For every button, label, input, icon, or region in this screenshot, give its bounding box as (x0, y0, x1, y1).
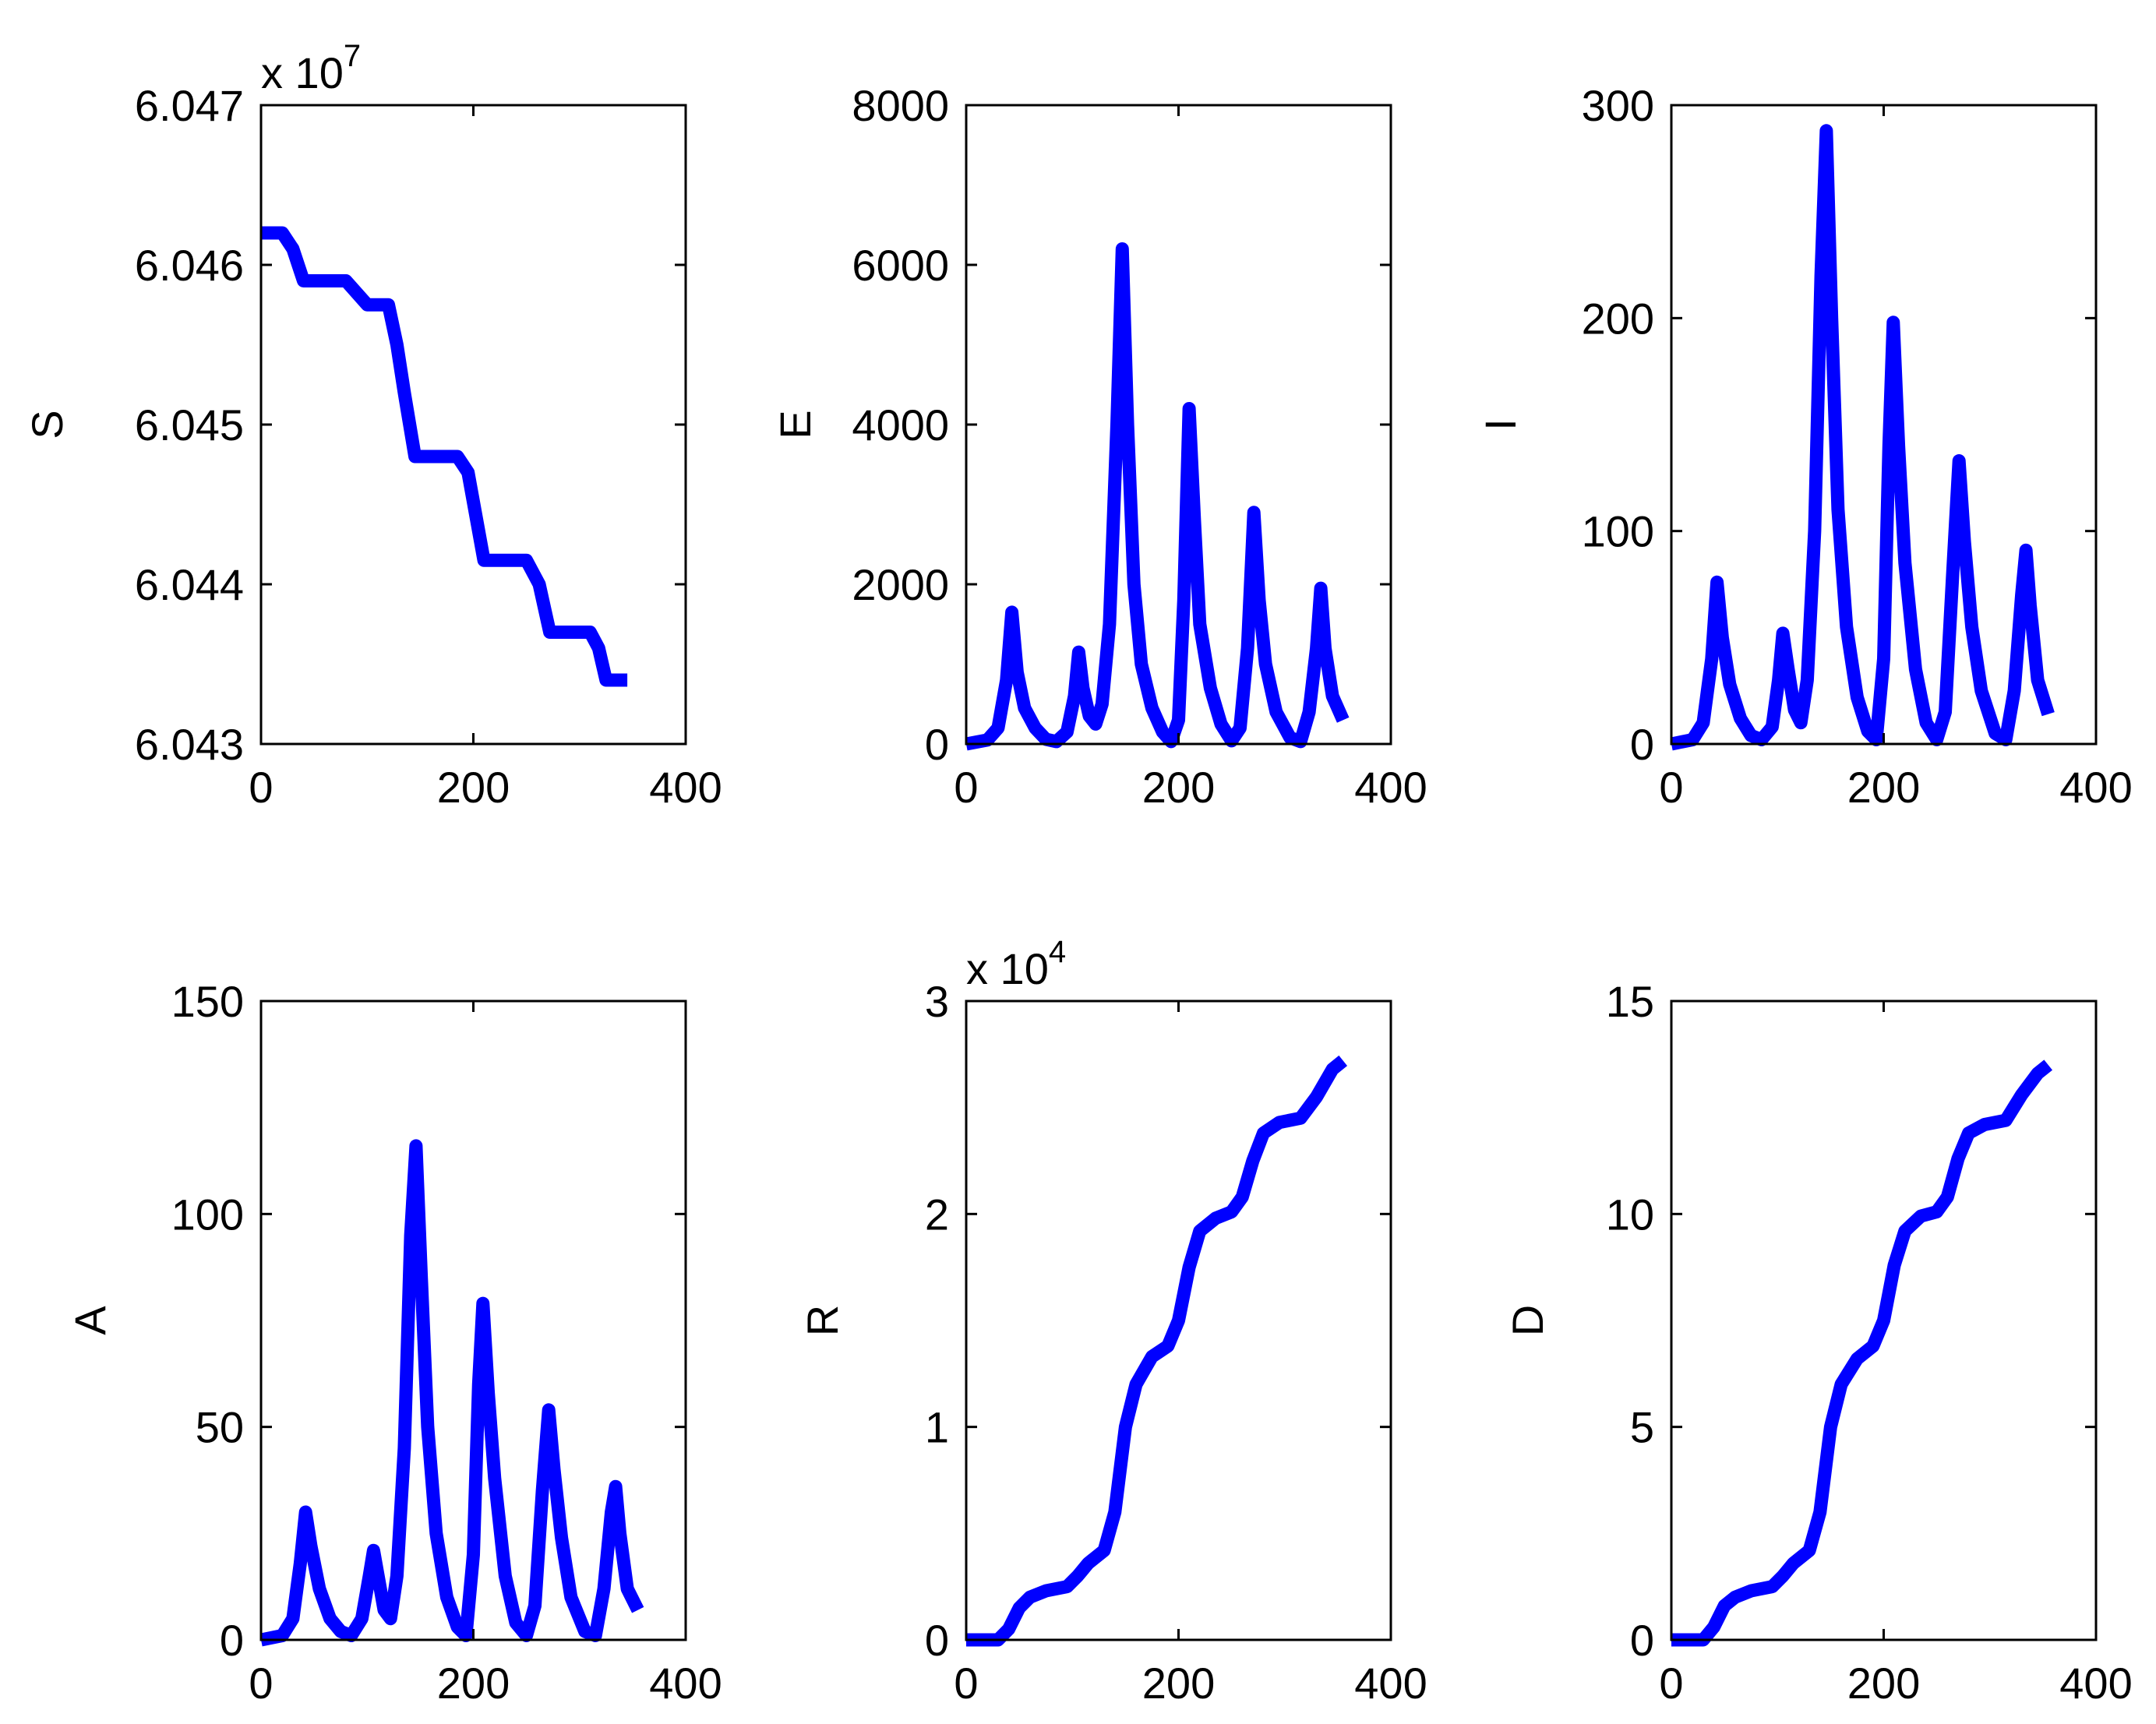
plot-area (261, 105, 686, 744)
y-axis-label: E (771, 410, 820, 439)
subplot-i: 0 200 400 0 100 200 300 I (1476, 81, 2133, 812)
y-tick-label: 0 (1630, 720, 1654, 769)
x-tick-label: 0 (1659, 1659, 1683, 1708)
axis-exponent-power: 4 (1049, 935, 1066, 969)
y-tick-label: 6.046 (135, 241, 244, 290)
series-line-d (1671, 1059, 2053, 1647)
y-tick-label: 15 (1606, 977, 1654, 1026)
subplot-a: 0 200 400 0 50 100 150 A (65, 977, 722, 1708)
axis-exponent-power: 7 (344, 39, 361, 73)
series-line-r (966, 1055, 1348, 1647)
y-tick-label: 8000 (852, 81, 949, 130)
y-tick-label: 4000 (852, 400, 949, 450)
y-tick-label: 6.043 (135, 720, 244, 769)
y-tick-label: 0 (925, 720, 949, 769)
x-tick-label: 400 (1354, 1659, 1427, 1708)
x-tick-label: 200 (1142, 763, 1215, 812)
x-tick-label: 0 (954, 1659, 978, 1708)
x-tick-label: 200 (1847, 763, 1920, 812)
x-tick-label: 400 (1354, 763, 1427, 812)
y-axis-label: A (65, 1306, 115, 1335)
x-tick-label: 0 (249, 763, 273, 812)
subplot-d: 0 200 400 0 5 10 15 D (1503, 977, 2133, 1708)
x-tick-label: 400 (2059, 763, 2132, 812)
x-tick-label: 200 (437, 1659, 510, 1708)
y-tick-label: 6.044 (135, 560, 244, 609)
y-tick-label: 3 (925, 977, 949, 1026)
x-tick-label: 200 (1847, 1659, 1920, 1708)
x-tick-label: 400 (649, 1659, 722, 1708)
series-line-i (1671, 124, 2055, 751)
subplot-s: 0 200 400 6.043 6.044 6.045 6.046 6.047 Sx 107 (23, 39, 722, 812)
y-tick-label: 1 (925, 1403, 949, 1452)
x-tick-label: 0 (249, 1659, 273, 1708)
y-tick-label: 0 (1630, 1616, 1654, 1665)
y-tick-label: 0 (925, 1616, 949, 1665)
subplot-r: 0 200 400 0 1 2 3 Rx 104 (798, 935, 1427, 1708)
axis-exponent-label: x 107 (261, 39, 361, 97)
y-tick-label: 0 (220, 1616, 244, 1665)
y-axis-label: R (798, 1305, 847, 1336)
y-tick-label: 2000 (852, 560, 949, 609)
x-tick-label: 0 (1659, 763, 1683, 812)
series-line-a (261, 1139, 644, 1647)
y-tick-label: 6.047 (135, 81, 244, 130)
y-axis-label: I (1476, 418, 1525, 431)
axis-exponent-label: x 104 (966, 935, 1066, 993)
x-tick-label: 400 (2059, 1659, 2132, 1708)
y-tick-label: 10 (1606, 1190, 1654, 1239)
y-tick-label: 6000 (852, 241, 949, 290)
y-tick-label: 100 (171, 1190, 244, 1239)
series-line-s (261, 226, 628, 687)
y-tick-label: 2 (925, 1190, 949, 1239)
y-tick-label: 50 (196, 1403, 244, 1452)
x-tick-label: 0 (954, 763, 978, 812)
series-line-e (966, 242, 1350, 751)
y-tick-label: 300 (1582, 81, 1654, 130)
y-tick-label: 6.045 (135, 400, 244, 450)
y-axis-label: S (23, 410, 72, 439)
y-tick-label: 150 (171, 977, 244, 1026)
y-axis-label: D (1503, 1305, 1552, 1336)
x-tick-label: 400 (649, 763, 722, 812)
y-tick-label: 200 (1582, 294, 1654, 343)
x-tick-label: 200 (1142, 1659, 1215, 1708)
y-tick-label: 5 (1630, 1403, 1654, 1452)
y-tick-label: 100 (1582, 507, 1654, 556)
x-tick-label: 200 (437, 763, 510, 812)
